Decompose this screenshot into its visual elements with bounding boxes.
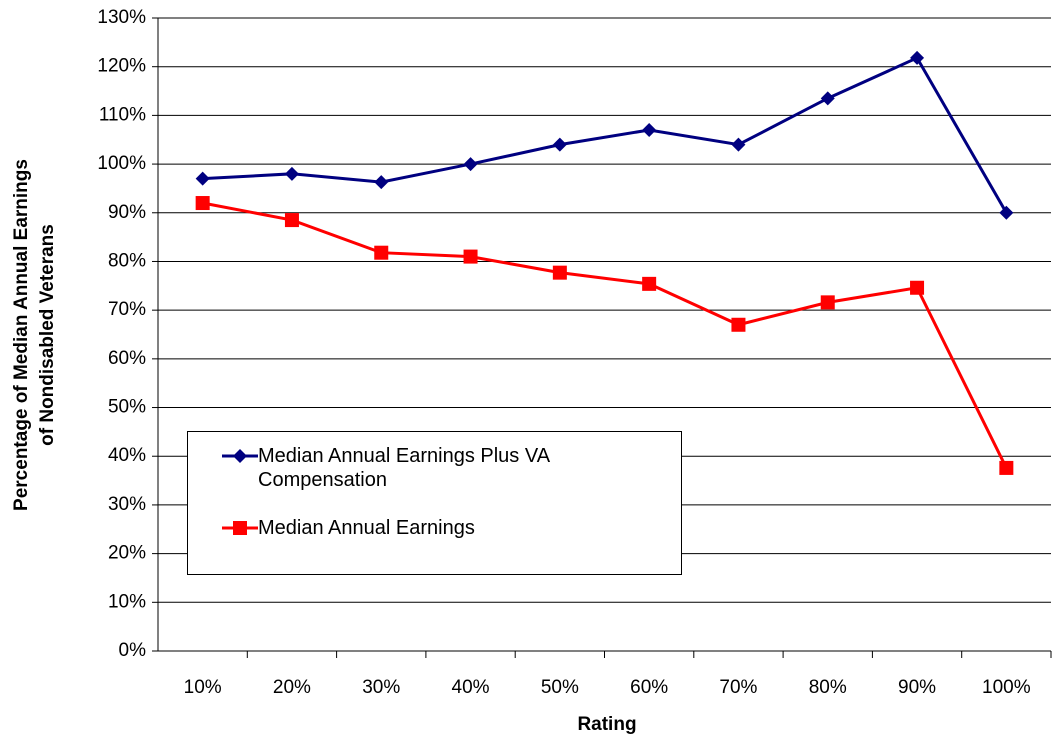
marker (552, 137, 567, 152)
legend-label: Median Annual Earnings Plus VA Compensat… (258, 445, 549, 491)
marker (284, 166, 299, 181)
marker (284, 213, 299, 228)
marker (910, 280, 925, 295)
x-tick-label: 70% (719, 677, 757, 698)
y-tick-label: 80% (108, 250, 146, 271)
marker (642, 122, 657, 137)
y-axis-label: Percentage of Median Annual Earnings (11, 159, 32, 511)
y-tick-label: 70% (108, 299, 146, 320)
y-tick-label: 100% (97, 153, 146, 174)
marker (731, 137, 746, 152)
y-tick-label: 50% (108, 397, 146, 418)
y-tick-label: 10% (108, 591, 146, 612)
marker (820, 91, 835, 106)
legend-entry: Median Annual Earnings Plus VA Compensat… (188, 444, 678, 492)
x-tick-label: 10% (184, 677, 222, 698)
legend-swatch (222, 521, 258, 535)
y-tick-label: 110% (99, 104, 146, 125)
legend: Median Annual Earnings Plus VA Compensat… (187, 431, 682, 575)
legend-swatch (222, 449, 258, 463)
marker (374, 175, 389, 190)
x-tick-label: 20% (273, 677, 311, 698)
marker (820, 295, 835, 310)
x-tick-label: 50% (541, 677, 579, 698)
marker (463, 157, 478, 172)
legend-label: Median Annual Earnings (258, 517, 475, 539)
y-tick-label: 30% (108, 494, 146, 515)
marker (374, 245, 389, 260)
x-tick-label: 40% (452, 677, 490, 698)
marker (233, 449, 247, 463)
marker (552, 265, 567, 280)
series-line (202, 201, 1008, 469)
y-tick-label: 130% (97, 7, 146, 28)
marker (731, 317, 746, 332)
y-tick-label: 120% (97, 56, 146, 77)
x-tick-label: 30% (362, 677, 400, 698)
y-tick-label: 20% (108, 543, 146, 564)
marker (642, 276, 657, 291)
x-tick-label: 60% (630, 677, 668, 698)
marker (195, 171, 210, 186)
marker (233, 521, 247, 535)
x-tick-label: 90% (898, 677, 936, 698)
y-axis-label: of Nondisabled Veterans (37, 224, 58, 446)
x-tick-label: 100% (982, 677, 1031, 698)
marker (999, 460, 1014, 475)
x-axis-label: Rating (577, 714, 636, 735)
legend-entry: Median Annual Earnings (188, 516, 678, 540)
marker (910, 50, 925, 65)
series-line (202, 56, 1008, 214)
marker (195, 196, 210, 211)
y-tick-label: 40% (108, 445, 146, 466)
y-tick-label: 0% (119, 640, 147, 661)
y-tick-label: 60% (108, 348, 146, 369)
y-tick-label: 90% (108, 202, 146, 223)
marker (999, 205, 1014, 220)
marker (463, 249, 478, 264)
x-tick-label: 80% (809, 677, 847, 698)
